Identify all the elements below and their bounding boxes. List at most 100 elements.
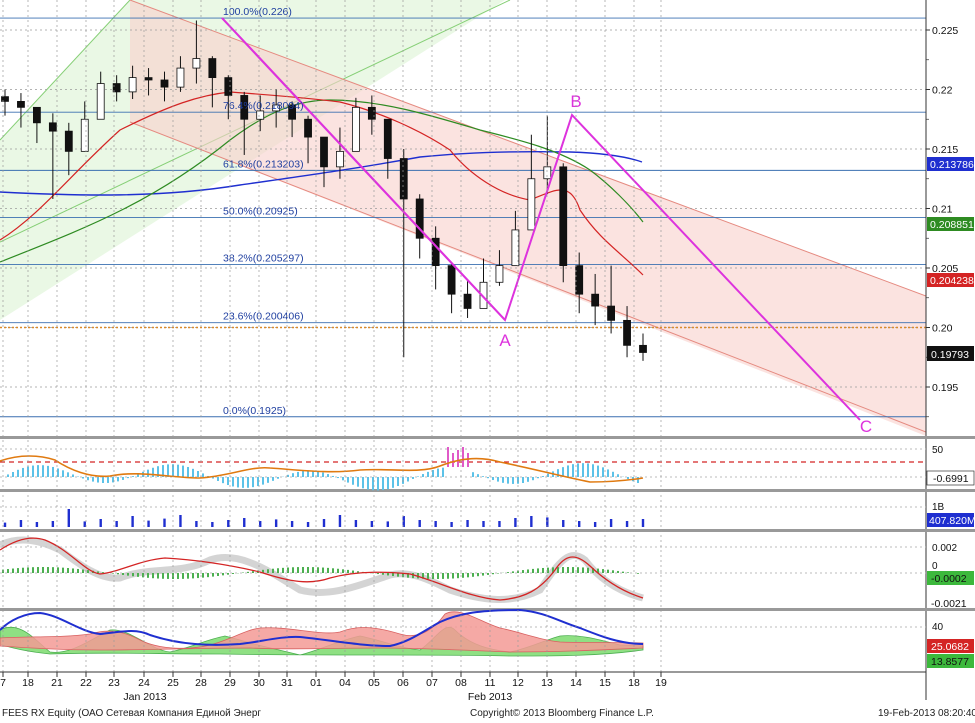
date-tick-label: 04 [339, 677, 351, 689]
volume-bar [530, 516, 533, 527]
price-tick-label: 0.21 [932, 204, 953, 216]
candle-body [415, 198, 424, 239]
date-tick-label: 22 [80, 677, 92, 689]
rsi-bar [92, 477, 94, 482]
macd-bar [127, 573, 129, 576]
separator-3 [0, 529, 975, 532]
rsi-bar [447, 447, 449, 467]
rsi-bar [492, 477, 494, 481]
rsi-bar [57, 468, 59, 477]
dmi-tick-40: 40 [932, 622, 944, 633]
macd-bar [57, 567, 59, 573]
rsi-bar [477, 474, 479, 477]
volume-bar [466, 520, 469, 527]
rsi-bar [247, 477, 249, 488]
macd-bar [332, 568, 334, 573]
rsi-bar [442, 467, 444, 477]
macd-bar [487, 573, 489, 575]
rsi-bar [22, 467, 24, 477]
candle-body [623, 319, 631, 346]
rsi-bar [317, 471, 319, 477]
macd-bar [247, 571, 249, 573]
rsi-bar [122, 477, 124, 480]
rsi-bar [262, 477, 264, 485]
macd-bar [412, 573, 414, 579]
candle-body [495, 265, 504, 283]
rsi-bar [372, 477, 374, 491]
macd-bar [447, 573, 449, 579]
macd-bar [227, 573, 229, 575]
rsi-bar [252, 477, 254, 488]
macd-bar [202, 573, 204, 578]
volume-value: 407.820M [929, 515, 975, 527]
date-tick-label: 06 [397, 677, 409, 689]
volume-bar [19, 520, 23, 527]
rsi-bar [177, 464, 179, 477]
rsi-bar [292, 473, 294, 477]
candle-body [639, 344, 647, 353]
rsi-bar [227, 477, 229, 486]
rsi-bar [132, 476, 134, 477]
macd-bar [357, 571, 359, 573]
candle-body [80, 118, 89, 152]
macd-tick-top: 0.002 [932, 543, 957, 554]
rsi-bar [267, 477, 269, 483]
macd-bar [277, 568, 279, 573]
macd-bar [147, 573, 149, 578]
candle-body [399, 158, 408, 200]
macd-bar [267, 569, 269, 573]
rsi-bar [312, 470, 314, 477]
volume-bar [83, 521, 86, 527]
dmi-value-2: 13.8577 [931, 656, 969, 668]
volume-bar [179, 515, 182, 527]
volume-bar [482, 521, 485, 527]
macd-bar [542, 567, 544, 573]
rsi-bar [297, 471, 299, 477]
rsi-bar [117, 477, 119, 482]
macd-bar [557, 567, 559, 573]
macd-bar [217, 573, 219, 576]
rsi-value-badge [926, 470, 975, 486]
date-tick-label: 25 [167, 677, 179, 689]
rsi-bar [407, 477, 409, 482]
macd-bar [282, 567, 284, 573]
macd-bar [77, 568, 79, 573]
candle-body [367, 106, 376, 120]
separator-4 [0, 608, 975, 611]
rsi-bar [522, 477, 524, 484]
macd-bar [167, 573, 169, 579]
macd-bar [72, 568, 74, 573]
rsi-bar [82, 477, 84, 479]
fib-label: 100.0%(0.226) [223, 6, 292, 18]
rsi-bar [412, 477, 414, 479]
dmi-panel: 40 25.0682 13.8577 [0, 608, 974, 668]
date-tick-label: 21 [51, 677, 63, 689]
rsi-bar [637, 477, 639, 484]
candlesticks [1, 20, 647, 361]
current-price-value: 0.19793 [931, 349, 969, 361]
macd-bar [597, 568, 599, 573]
rsi-bar [397, 477, 399, 487]
rsi-bar [242, 477, 244, 488]
rsi-bar [237, 477, 239, 488]
volume-bar [625, 521, 629, 527]
rsi-bar [537, 477, 539, 479]
volume-bar [370, 521, 374, 527]
macd-bar [252, 571, 254, 573]
volume-bar [51, 521, 55, 527]
volume-bar [498, 521, 501, 527]
candle-body [383, 118, 392, 159]
macd-bar [472, 573, 474, 577]
rsi-bar [332, 475, 334, 477]
date-tick-label: 18 [22, 677, 34, 689]
volume-bar [290, 521, 294, 527]
rsi-bar [202, 473, 204, 477]
dmi-value-badge-1 [927, 639, 974, 653]
candle-body [17, 101, 25, 108]
rsi-bar [197, 471, 199, 477]
volume-bar [578, 521, 581, 527]
date-tick-label: 18 [628, 677, 640, 689]
macd-bar [492, 573, 494, 575]
fib-label: 0.0%(0.1925) [223, 405, 286, 417]
